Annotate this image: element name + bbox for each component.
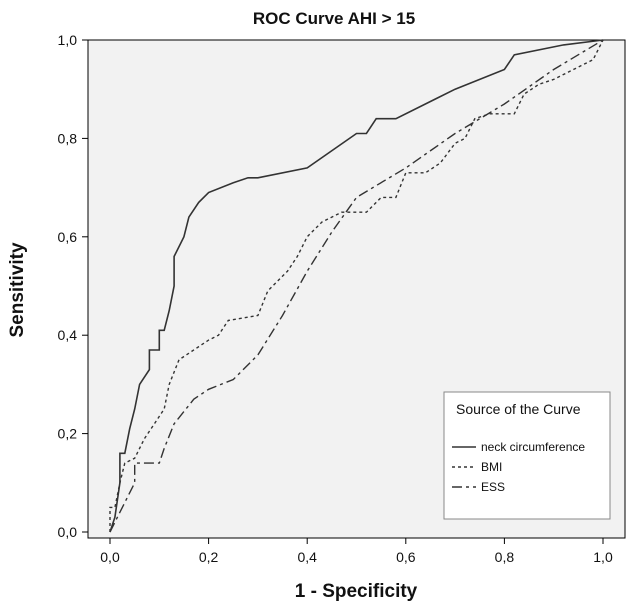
- x-tick-label: 0,6: [396, 549, 416, 565]
- chart-title: ROC Curve AHI > 15: [253, 9, 415, 28]
- y-tick-label: 0,0: [58, 524, 78, 540]
- legend-title: Source of the Curve: [456, 401, 581, 417]
- x-axis-title: 1 - Specificity: [295, 581, 418, 601]
- y-tick-label: 0,6: [58, 229, 78, 245]
- x-tick-label: 0,2: [199, 549, 219, 565]
- y-tick-label: 0,4: [58, 327, 78, 343]
- legend-box: [443, 391, 611, 520]
- legend-label-neck-circumference: neck circumference: [481, 440, 585, 454]
- y-tick-label: 1,0: [58, 32, 78, 48]
- y-tick-label: 0,2: [58, 426, 78, 442]
- x-tick-label: 0,4: [297, 549, 317, 565]
- x-tick-label: 1,0: [593, 549, 613, 565]
- x-tick-label: 0,8: [495, 549, 515, 565]
- y-axis-title: Sensitivity: [7, 242, 28, 337]
- legend-label-bmi: BMI: [481, 460, 502, 474]
- curve-bmi: [109, 39, 604, 532]
- y-tick-label: 0,8: [58, 130, 78, 146]
- y-axis: 0,0 0,2 0,4 0,6 0,8 1,0: [58, 32, 88, 540]
- x-axis: 0,0 0,2 0,4 0,6 0,8 1,0: [100, 538, 613, 565]
- curve-ess: [109, 39, 604, 533]
- legend-label-ess: ESS: [481, 480, 505, 494]
- curve-neck-circumference: [109, 39, 604, 533]
- x-tick-label: 0,0: [100, 549, 120, 565]
- legend: Source of the Curve neck circumference BM…: [443, 391, 611, 520]
- roc-curves: [109, 39, 604, 533]
